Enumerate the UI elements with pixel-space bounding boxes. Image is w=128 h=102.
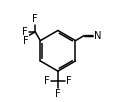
Text: N: N: [94, 31, 102, 41]
Text: F: F: [22, 27, 27, 37]
Text: F: F: [23, 36, 29, 46]
Text: F: F: [55, 89, 61, 99]
Text: F: F: [32, 14, 38, 24]
Text: F: F: [66, 76, 72, 86]
Text: F: F: [44, 76, 50, 86]
